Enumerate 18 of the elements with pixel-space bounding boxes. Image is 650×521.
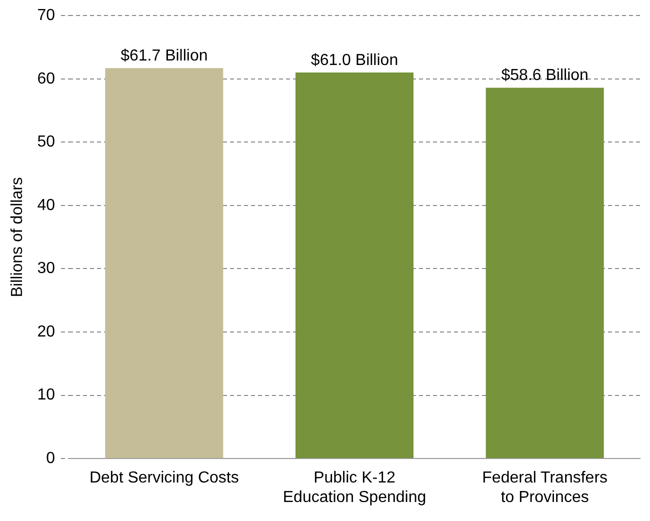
bar bbox=[486, 88, 604, 458]
y-axis-title: Billions of dollars bbox=[9, 177, 26, 298]
y-tick-label: 30 bbox=[37, 260, 56, 278]
y-tick-label: 0 bbox=[46, 450, 56, 468]
data-label: $61.7 Billion bbox=[120, 48, 208, 65]
y-tick-label: 20 bbox=[37, 323, 56, 340]
data-label: $61.0 Billion bbox=[310, 52, 398, 69]
bar bbox=[295, 72, 414, 458]
y-tick-label: 60 bbox=[37, 70, 56, 88]
y-tick-label: 70 bbox=[37, 7, 56, 24]
x-tick-label: Federal Transfers to Provinces bbox=[482, 470, 608, 506]
bar bbox=[105, 68, 224, 458]
x-tick-label: Debt Servicing Costs bbox=[89, 470, 239, 487]
y-tick-label: 40 bbox=[37, 196, 56, 214]
x-tick-label: Public K-12 Education Spending bbox=[282, 470, 426, 506]
data-label: $58.6 Billion bbox=[501, 67, 588, 84]
y-tick-label: 50 bbox=[37, 134, 56, 151]
y-tick-label: 10 bbox=[37, 386, 56, 404]
